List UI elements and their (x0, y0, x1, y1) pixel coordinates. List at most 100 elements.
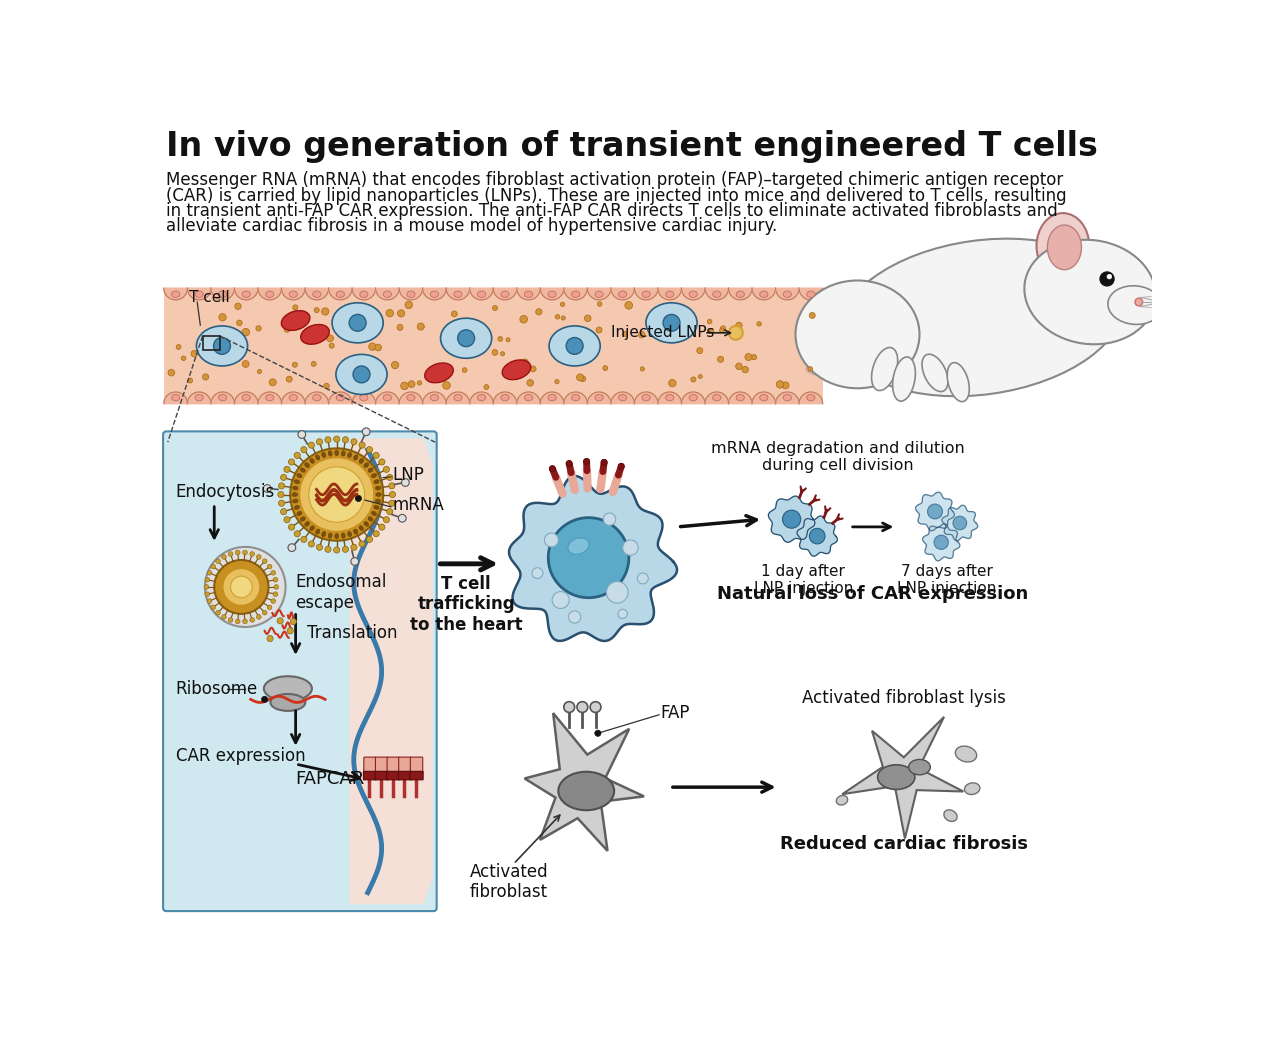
Circle shape (250, 551, 255, 557)
Ellipse shape (383, 291, 392, 297)
Ellipse shape (332, 302, 383, 343)
Circle shape (383, 516, 389, 523)
Circle shape (268, 605, 271, 609)
Circle shape (751, 354, 756, 359)
Circle shape (257, 370, 261, 373)
Polygon shape (329, 288, 352, 299)
Circle shape (211, 564, 215, 569)
Ellipse shape (360, 458, 364, 464)
Circle shape (607, 582, 628, 603)
Circle shape (493, 306, 498, 310)
Ellipse shape (360, 291, 367, 297)
Ellipse shape (955, 746, 977, 762)
Circle shape (228, 618, 233, 622)
Circle shape (458, 330, 475, 347)
Circle shape (530, 366, 536, 372)
Circle shape (276, 618, 283, 624)
Ellipse shape (618, 394, 627, 401)
Polygon shape (349, 438, 433, 904)
Polygon shape (493, 392, 517, 404)
Circle shape (1100, 272, 1114, 286)
Circle shape (387, 509, 393, 514)
Ellipse shape (568, 538, 589, 554)
Circle shape (308, 541, 315, 547)
Circle shape (294, 452, 301, 458)
Circle shape (268, 636, 273, 642)
Ellipse shape (922, 354, 948, 392)
Circle shape (311, 362, 316, 367)
Polygon shape (509, 476, 677, 641)
Circle shape (300, 457, 374, 531)
Text: T cell: T cell (189, 290, 230, 305)
Circle shape (264, 485, 271, 492)
Circle shape (452, 311, 457, 317)
Ellipse shape (689, 291, 698, 297)
Ellipse shape (294, 505, 300, 509)
Circle shape (205, 585, 209, 589)
Ellipse shape (947, 363, 969, 402)
Ellipse shape (371, 473, 376, 477)
Circle shape (228, 551, 233, 557)
Text: in transient anti-FAP CAR expression. The anti-FAP CAR directs T cells to elimin: in transient anti-FAP CAR expression. Th… (166, 202, 1059, 220)
Ellipse shape (836, 796, 847, 805)
Ellipse shape (374, 480, 379, 484)
Circle shape (214, 560, 269, 613)
Ellipse shape (1047, 226, 1082, 270)
Ellipse shape (760, 291, 768, 297)
Ellipse shape (316, 455, 320, 460)
Polygon shape (658, 392, 681, 404)
Circle shape (1107, 274, 1112, 279)
Ellipse shape (430, 394, 439, 401)
Text: Natural loss of CAR expression: Natural loss of CAR expression (717, 585, 1029, 603)
Polygon shape (635, 288, 658, 299)
Circle shape (325, 546, 332, 552)
Circle shape (379, 524, 385, 530)
Text: Reduced cardiac fibrosis: Reduced cardiac fibrosis (780, 835, 1028, 853)
Ellipse shape (646, 302, 698, 343)
Circle shape (358, 442, 365, 448)
Text: Activated fibroblast lysis: Activated fibroblast lysis (803, 688, 1006, 706)
Ellipse shape (195, 394, 204, 401)
Circle shape (362, 428, 370, 435)
Circle shape (696, 348, 703, 353)
Circle shape (484, 385, 489, 390)
Ellipse shape (943, 809, 957, 821)
Text: 1 day after
LNP injection: 1 day after LNP injection (754, 564, 852, 597)
Circle shape (549, 466, 556, 472)
Circle shape (745, 353, 751, 360)
Circle shape (288, 458, 294, 465)
Circle shape (398, 514, 406, 522)
Polygon shape (470, 392, 493, 404)
Circle shape (663, 314, 680, 331)
Circle shape (500, 352, 504, 356)
FancyBboxPatch shape (163, 431, 436, 911)
Circle shape (544, 533, 558, 547)
Ellipse shape (548, 394, 557, 401)
Ellipse shape (500, 394, 509, 401)
Circle shape (367, 328, 374, 334)
Circle shape (372, 530, 379, 536)
Circle shape (622, 332, 627, 336)
Ellipse shape (440, 318, 492, 358)
Ellipse shape (383, 394, 392, 401)
Ellipse shape (795, 280, 919, 388)
Ellipse shape (353, 455, 358, 460)
Ellipse shape (689, 394, 698, 401)
Text: FAPCAR: FAPCAR (296, 770, 365, 788)
FancyBboxPatch shape (364, 757, 376, 774)
Ellipse shape (242, 394, 251, 401)
Circle shape (719, 328, 724, 333)
Circle shape (563, 702, 575, 713)
Circle shape (207, 599, 212, 603)
Polygon shape (164, 392, 187, 404)
Polygon shape (768, 496, 815, 543)
Circle shape (202, 374, 209, 380)
FancyBboxPatch shape (411, 757, 422, 774)
Polygon shape (776, 288, 799, 299)
Circle shape (618, 609, 627, 619)
Circle shape (595, 730, 602, 737)
Text: Translation: Translation (307, 624, 398, 642)
Circle shape (314, 308, 319, 313)
Ellipse shape (289, 291, 297, 297)
Polygon shape (470, 288, 493, 299)
